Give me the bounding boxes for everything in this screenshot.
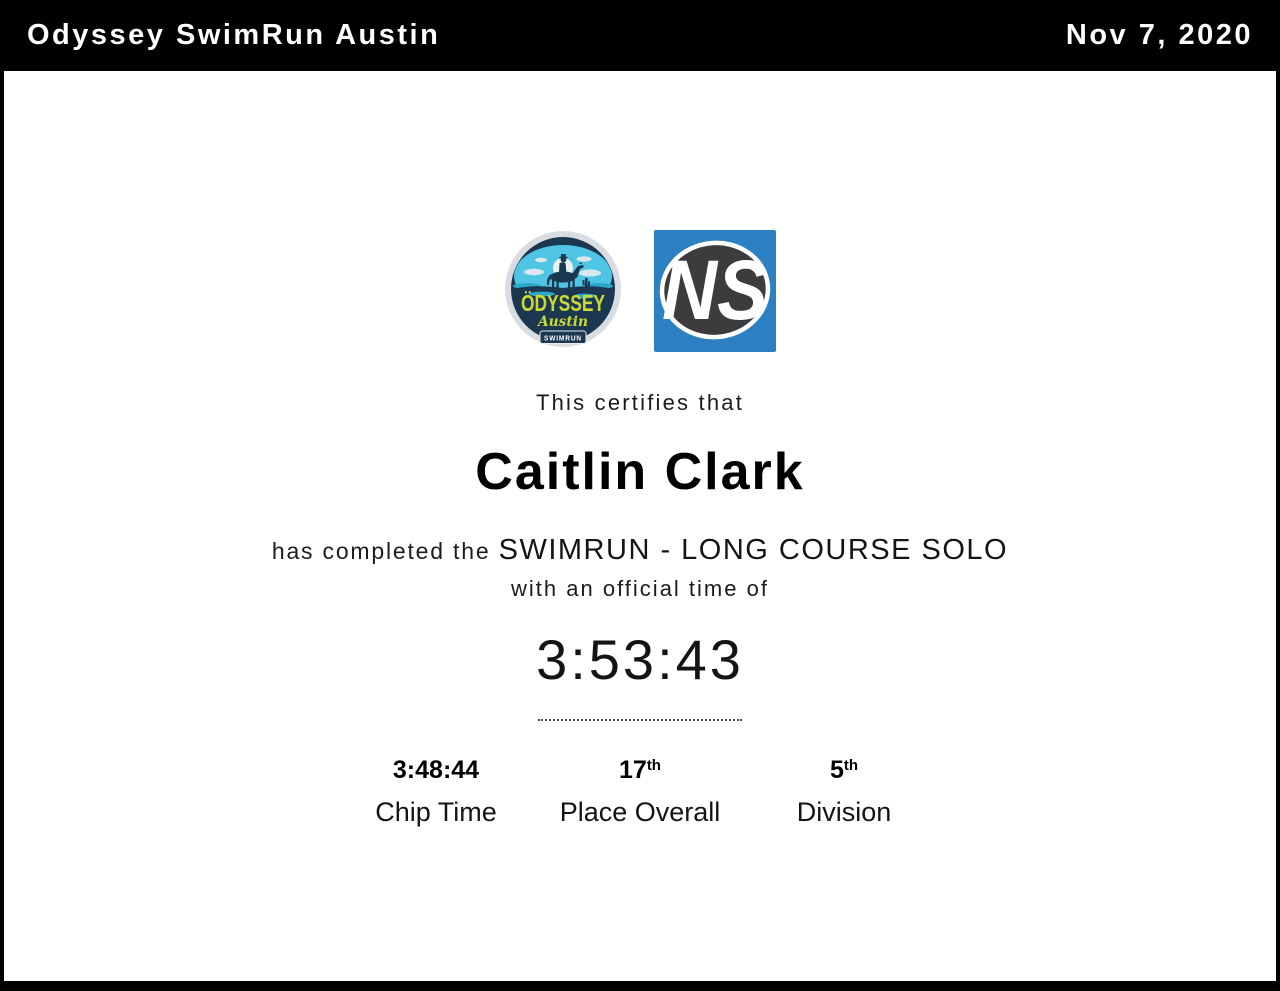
ns-logo-ellipse bbox=[659, 240, 771, 340]
odyssey-logo-foreground-waves bbox=[529, 291, 596, 299]
certifies-text: This certifies that bbox=[535, 390, 745, 415]
odyssey-logo-banner bbox=[539, 330, 587, 344]
ns-logo-letters: NS bbox=[662, 243, 768, 337]
event-name: SWIMRUN - LONG COURSE SOLO bbox=[498, 534, 1009, 566]
stat-chip-time-label: Chip Time bbox=[375, 797, 497, 827]
header-event-title: Odyssey SwimRun Austin bbox=[27, 19, 441, 51]
dotted-divider bbox=[538, 719, 742, 721]
stat-ordinal-suffix: th bbox=[843, 757, 859, 774]
header-bar: Odyssey SwimRun Austin Nov 7, 2020 bbox=[0, 0, 1280, 71]
logo-row: ÖDYSSEY Austin SWIMRUN NS bbox=[4, 230, 1276, 352]
odyssey-logo-banner-text: SWIMRUN bbox=[544, 334, 582, 343]
certificate-sheet: ÖDYSSEY Austin SWIMRUN NS This certifies… bbox=[4, 71, 1276, 981]
stat-ordinal-suffix: th bbox=[646, 757, 661, 774]
stat-division: 5th Division bbox=[749, 755, 939, 828]
completed-prefix: has completed the bbox=[271, 538, 491, 564]
odyssey-logo-horse-rider bbox=[512, 254, 614, 341]
athlete-name: Caitlin Clark bbox=[475, 443, 805, 501]
stat-chip-time: 3:48:44 Chip Time bbox=[341, 755, 531, 828]
stats-row: 3:48:44 Chip Time 17th Place Overall 5th… bbox=[4, 755, 1276, 828]
ns-sponsor-logo-icon: NS bbox=[654, 230, 776, 352]
stat-value-text: 17 bbox=[619, 756, 647, 784]
odyssey-swimrun-logo-icon: ÖDYSSEY Austin SWIMRUN bbox=[505, 231, 621, 347]
stat-place-overall-value: 17th bbox=[545, 755, 735, 789]
header-event-date: Nov 7, 2020 bbox=[1065, 19, 1253, 51]
odyssey-logo-subtitle: Austin bbox=[536, 314, 588, 330]
stat-value-text: 3:48:44 bbox=[392, 756, 480, 784]
official-time-intro: with an official time of bbox=[511, 576, 769, 601]
stat-place-overall: 17th Place Overall bbox=[545, 755, 735, 828]
completed-line: has completed the SWIMRUN - LONG COURSE … bbox=[4, 534, 1276, 567]
stat-value-text: 5 bbox=[829, 756, 844, 784]
odyssey-logo-title: ÖDYSSEY bbox=[521, 290, 605, 316]
stat-place-overall-label: Place Overall bbox=[559, 797, 721, 827]
official-time: 3:53:43 bbox=[536, 628, 744, 691]
stat-division-label: Division bbox=[796, 797, 892, 827]
stat-division-value: 5th bbox=[749, 755, 939, 789]
odyssey-logo-clouds bbox=[524, 256, 601, 277]
stat-chip-time-value: 3:48:44 bbox=[341, 755, 531, 789]
